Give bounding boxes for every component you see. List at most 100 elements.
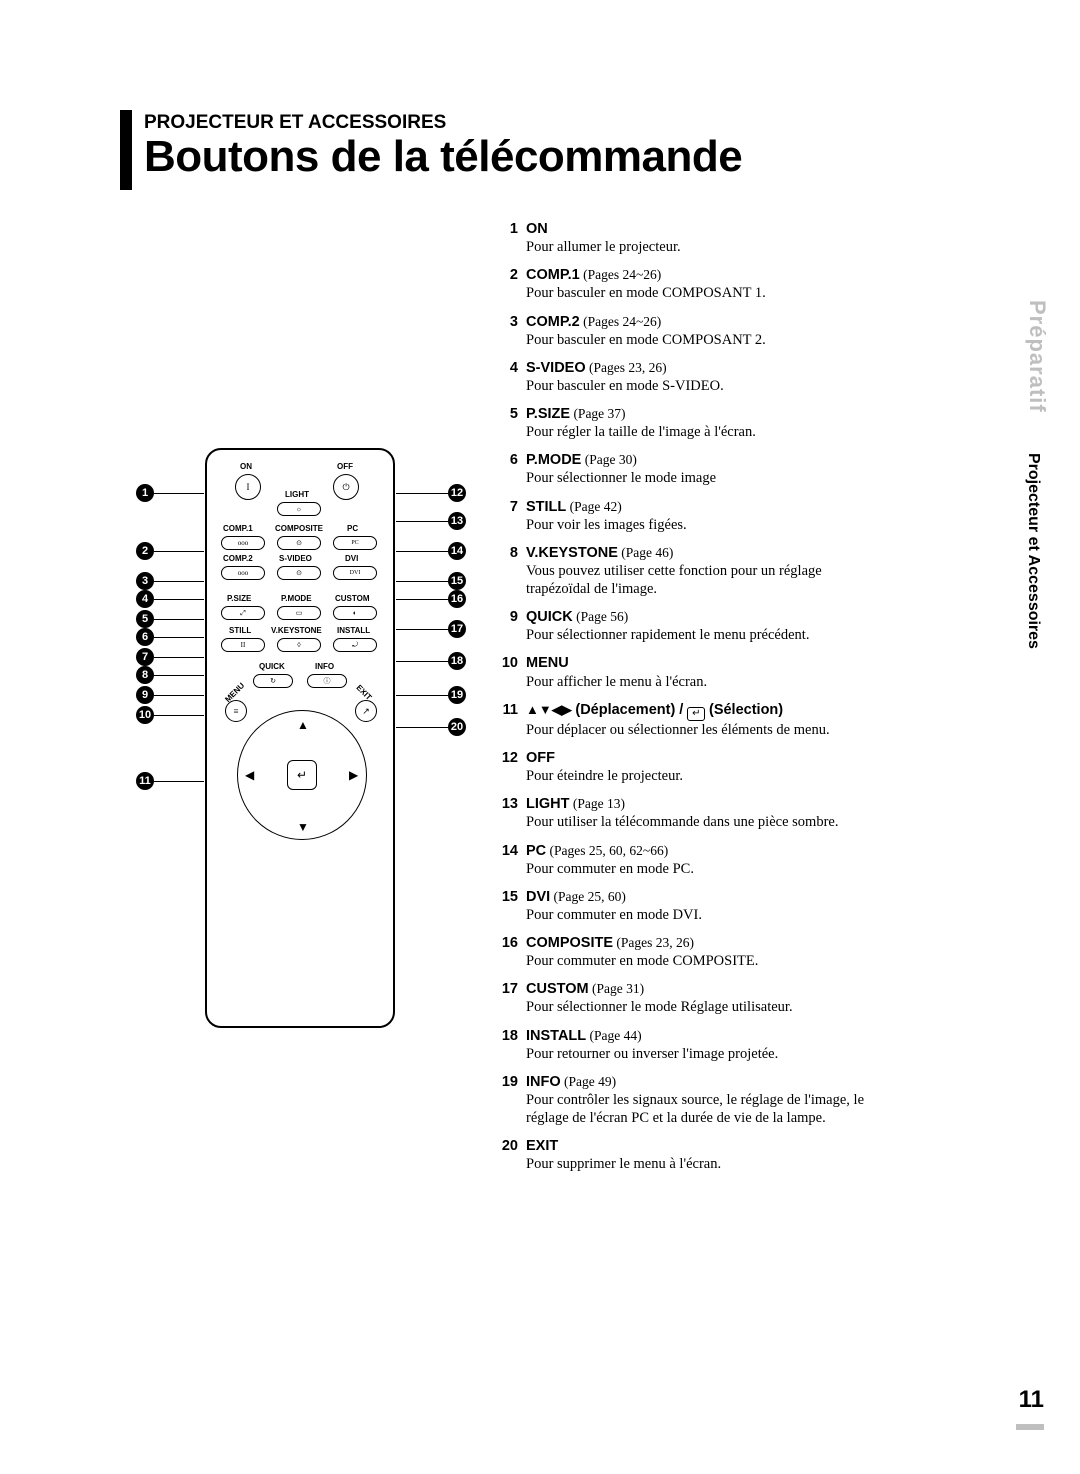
label-still: STILL	[229, 626, 251, 635]
item-number: 6	[500, 451, 526, 487]
item-name: V.KEYSTONE	[526, 545, 618, 561]
callout-number: 14	[448, 542, 466, 560]
description-item: 14PC (Pages 25, 60, 62~66)Pour commuter …	[500, 842, 880, 878]
callout-line	[154, 781, 204, 782]
callout-number: 4	[136, 590, 154, 608]
remote-column: ON OFF I ⏻ LIGHT ☼ COMP.1 COMPOSITE PC o…	[120, 220, 480, 1183]
label-install: INSTALL	[337, 626, 370, 635]
callout-line	[396, 581, 448, 582]
item-pages: (Page 46)	[618, 545, 673, 560]
install-button: ⤾	[333, 638, 377, 652]
page-title: Boutons de la télécommande	[144, 132, 742, 182]
callout-number: 7	[136, 648, 154, 666]
callout-number: 6	[136, 628, 154, 646]
item-pages: (Pages 24~26)	[580, 267, 662, 282]
page-number: 11	[1019, 1386, 1044, 1414]
callout-number: 1	[136, 484, 154, 502]
item-name: MENU	[526, 655, 569, 671]
description-item: 18INSTALL (Page 44)Pour retourner ou inv…	[500, 1027, 880, 1063]
description-item: 19INFO (Page 49)Pour contrôler les signa…	[500, 1073, 880, 1127]
page-number-bar	[1016, 1424, 1044, 1430]
callout-number: 19	[448, 686, 466, 704]
item-pages: (Pages 25, 60, 62~66)	[546, 843, 668, 858]
callout-number: 2	[136, 542, 154, 560]
item-description: Pour allumer le projecteur.	[526, 238, 880, 256]
pmode-button: ▭	[277, 606, 321, 620]
comp1-button: ooo	[221, 536, 265, 550]
item-pages: (Pages 24~26)	[580, 314, 662, 329]
item-name: STILL	[526, 499, 566, 515]
item-name: P.MODE	[526, 452, 581, 468]
label-on: ON	[240, 462, 252, 471]
quick-button: ↻	[253, 674, 293, 688]
callout-line	[154, 599, 204, 600]
callout-line	[396, 493, 448, 494]
item-name: COMP.2	[526, 314, 580, 330]
item-number: 14	[500, 842, 526, 878]
description-item: 16COMPOSITE (Pages 23, 26)Pour commuter …	[500, 934, 880, 970]
label-custom: CUSTOM	[335, 594, 370, 603]
item-name: LIGHT	[526, 796, 570, 812]
side-tab: Préparatif Projecteur et Accessoires	[1024, 300, 1050, 649]
custom-button: ◐	[333, 606, 377, 620]
callout-number: 5	[136, 610, 154, 628]
page: PROJECTEUR ET ACCESSOIRES Boutons de la …	[120, 110, 960, 1183]
item-description: Vous pouvez utiliser cette fonction pour…	[526, 562, 880, 598]
callout-line	[396, 629, 448, 630]
callout-number: 12	[448, 484, 466, 502]
item-number: 9	[500, 608, 526, 644]
item-number: 16	[500, 934, 526, 970]
comp2-button: ooo	[221, 566, 265, 580]
item-number: 18	[500, 1027, 526, 1063]
callout-number: 16	[448, 590, 466, 608]
label-vkeystone: V.KEYSTONE	[271, 626, 322, 635]
label-composite: COMPOSITE	[275, 524, 323, 533]
callout-line	[154, 493, 204, 494]
item-description: Pour voir les images figées.	[526, 516, 880, 534]
description-item: 1ONPour allumer le projecteur.	[500, 220, 880, 256]
item-description: Pour déplacer ou sélectionner les élémen…	[526, 721, 880, 739]
down-arrow-icon: ▼	[297, 820, 309, 835]
item-description: Pour afficher le menu à l'écran.	[526, 673, 880, 691]
still-button: II	[221, 638, 265, 652]
item-number: 3	[500, 313, 526, 349]
item-number: 10	[500, 654, 526, 690]
item-pages: (Page 49)	[561, 1074, 616, 1089]
vkeystone-button: ◊	[277, 638, 321, 652]
right-arrow-icon: ▶	[349, 768, 358, 783]
item-pages: (Page 31)	[589, 981, 644, 996]
item-number: 20	[500, 1137, 526, 1173]
item-name: COMPOSITE	[526, 935, 613, 951]
pc-button: PC	[333, 536, 377, 550]
description-item: 2COMP.1 (Pages 24~26)Pour basculer en mo…	[500, 266, 880, 302]
item-description: Pour basculer en mode COMPOSANT 1.	[526, 284, 880, 302]
item-name: ▲▼◀▶ (Déplacement) / ↵ (Sélection)	[526, 701, 880, 721]
composite-button: ⊙	[277, 536, 321, 550]
callout-line	[154, 551, 204, 552]
callout-line	[154, 581, 204, 582]
item-pages: (Page 25, 60)	[550, 889, 626, 904]
item-number: 15	[500, 888, 526, 924]
description-item: 8V.KEYSTONE (Page 46)Vous pouvez utilise…	[500, 544, 880, 598]
header: PROJECTEUR ET ACCESSOIRES Boutons de la …	[120, 110, 960, 190]
item-name: QUICK	[526, 609, 573, 625]
item-pages: (Page 13)	[570, 796, 625, 811]
callout-number: 15	[448, 572, 466, 590]
callout-line	[154, 657, 204, 658]
item-description: Pour régler la taille de l'image à l'écr…	[526, 423, 880, 441]
item-number: 19	[500, 1073, 526, 1127]
item-name: INSTALL	[526, 1028, 586, 1044]
description-item: 6P.MODE (Page 30)Pour sélectionner le mo…	[500, 451, 880, 487]
item-description: Pour sélectionner rapidement le menu pré…	[526, 626, 880, 644]
item-description: Pour basculer en mode S-VIDEO.	[526, 377, 880, 395]
description-item: 10MENU Pour afficher le menu à l'écran.	[500, 654, 880, 690]
item-name: CUSTOM	[526, 981, 589, 997]
enter-key-icon: ↵	[687, 707, 705, 721]
item-description: Pour basculer en mode COMPOSANT 2.	[526, 331, 880, 349]
description-item: 5P.SIZE (Page 37)Pour régler la taille d…	[500, 405, 880, 441]
left-arrow-icon: ◀	[245, 768, 254, 783]
item-pages: (Page 37)	[570, 406, 625, 421]
callout-line	[154, 637, 204, 638]
description-list: 1ONPour allumer le projecteur. 2COMP.1 (P…	[500, 220, 880, 1183]
description-item: 3COMP.2 (Pages 24~26) Pour basculer en mo…	[500, 313, 880, 349]
